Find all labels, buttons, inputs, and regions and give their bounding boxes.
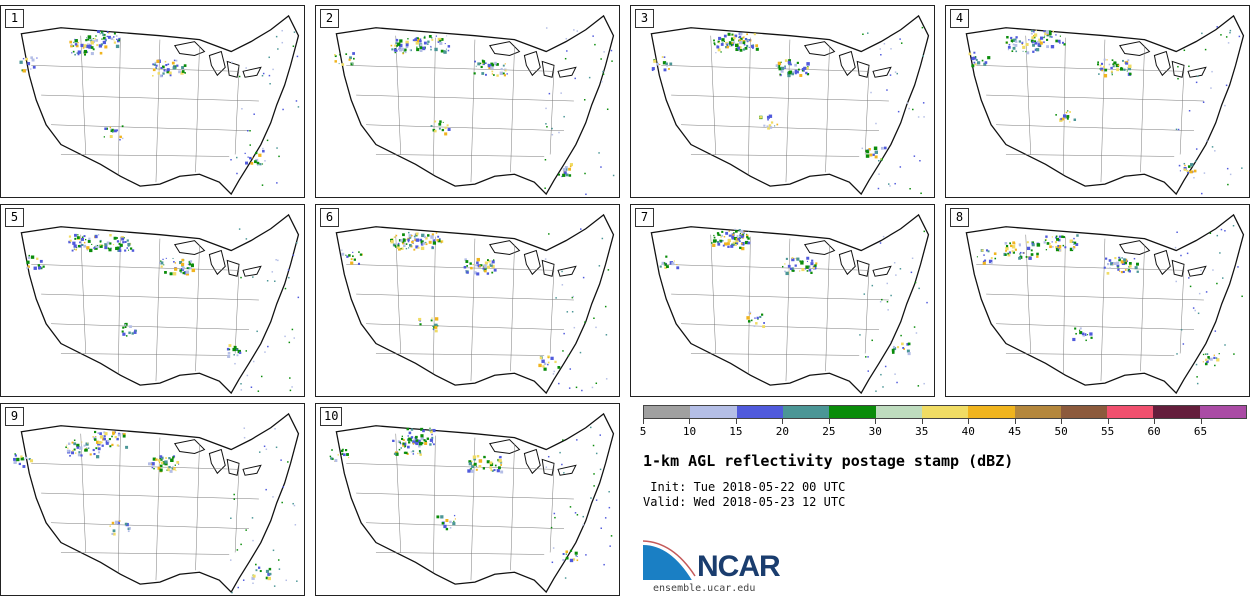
panel-number: 6 — [320, 208, 339, 227]
colorbar-tick — [875, 419, 877, 424]
panel-number: 10 — [320, 407, 343, 426]
colorbar-segment — [736, 406, 783, 418]
colorbar-tick — [968, 419, 970, 424]
colorbar-segment — [690, 406, 737, 418]
panel-number: 1 — [5, 9, 24, 28]
us-map-icon — [650, 213, 930, 395]
site-url: ensemble.ucar.edu — [653, 583, 756, 594]
colorbar-tick — [1107, 419, 1109, 424]
colorbar-tick-label: 20 — [775, 425, 789, 438]
colorbar-tick-label: 5 — [639, 425, 647, 438]
map-panel-1: 1 — [0, 5, 305, 198]
map-panel-9: 9 — [0, 403, 305, 596]
us-map-icon — [335, 213, 615, 395]
colorbar-tick — [1200, 419, 1202, 424]
map-panel-8: 8 — [945, 204, 1250, 397]
colorbar-tick-label: 65 — [1193, 425, 1208, 438]
init-time: Init: Tue 2018-05-22 00 UTC — [643, 480, 846, 494]
colorbar-tick — [735, 419, 737, 424]
valid-time: Valid: Wed 2018-05-23 12 UTC — [643, 495, 846, 509]
map-panel-3: 3 — [630, 5, 935, 198]
colorbar-segment — [1153, 406, 1200, 418]
colorbar-tick — [921, 419, 923, 424]
ncar-logo-icon — [643, 540, 696, 581]
colorbar-tick-label: 10 — [682, 425, 697, 438]
colorbar-tick — [643, 419, 644, 424]
us-map-icon — [19, 14, 300, 196]
colorbar-segment — [1060, 406, 1108, 418]
colorbar-tick — [1061, 419, 1063, 424]
colorbar-segment — [1107, 406, 1154, 418]
colorbar-segment — [968, 406, 1015, 418]
panel-number: 4 — [950, 9, 969, 28]
panel-number: 5 — [5, 208, 24, 227]
map-panel-7: 7 — [630, 204, 935, 397]
map-panel-6: 6 — [315, 204, 620, 397]
colorbar-tick-label: 40 — [961, 425, 975, 438]
colorbar-tick-label: 35 — [915, 425, 929, 438]
colorbar-tick — [689, 419, 691, 424]
ncar-logo-text: NCAR — [697, 550, 781, 583]
colorbar-segment — [921, 406, 969, 418]
us-map-icon — [650, 14, 930, 196]
us-map-icon — [965, 213, 1245, 395]
colorbar-tick-label: 55 — [1100, 425, 1115, 438]
colorbar-tick-label: 25 — [822, 425, 836, 438]
colorbar-tick-label: 15 — [729, 425, 743, 438]
colorbar-tick — [1014, 419, 1016, 424]
colorbar-tick-label: 45 — [1008, 425, 1022, 438]
map-panel-2: 2 — [315, 5, 620, 198]
panel-number: 2 — [320, 9, 339, 28]
panel-number: 3 — [635, 9, 654, 28]
colorbar-tick-label: 30 — [868, 425, 882, 438]
colorbar-segment — [1199, 406, 1247, 418]
us-map-icon — [965, 14, 1245, 196]
panel-number: 9 — [5, 407, 24, 426]
colorbar-tick-label: 60 — [1147, 425, 1161, 438]
colorbar-tick — [828, 419, 830, 424]
reflectivity-colorbar — [643, 405, 1247, 419]
map-panel-4: 4 — [945, 5, 1250, 198]
colorbar-segment — [829, 406, 876, 418]
us-map-icon — [329, 412, 615, 594]
map-panel-5: 5 — [0, 204, 305, 397]
colorbar-tick — [1154, 419, 1156, 424]
map-panel-10: 10 — [315, 403, 620, 596]
colorbar-segment — [1014, 406, 1061, 418]
colorbar-tick — [782, 419, 784, 424]
colorbar-segment — [875, 406, 922, 418]
colorbar-segment — [644, 406, 691, 418]
us-map-icon — [13, 412, 300, 594]
us-map-icon — [20, 213, 300, 395]
colorbar-tick-label: 50 — [1054, 425, 1068, 438]
panel-number: 7 — [635, 208, 654, 227]
colorbar-segment — [782, 406, 830, 418]
figure-title: 1-km AGL reflectivity postage stamp (dBZ… — [643, 452, 1014, 470]
panel-number: 8 — [950, 208, 969, 227]
us-map-icon — [334, 14, 615, 196]
